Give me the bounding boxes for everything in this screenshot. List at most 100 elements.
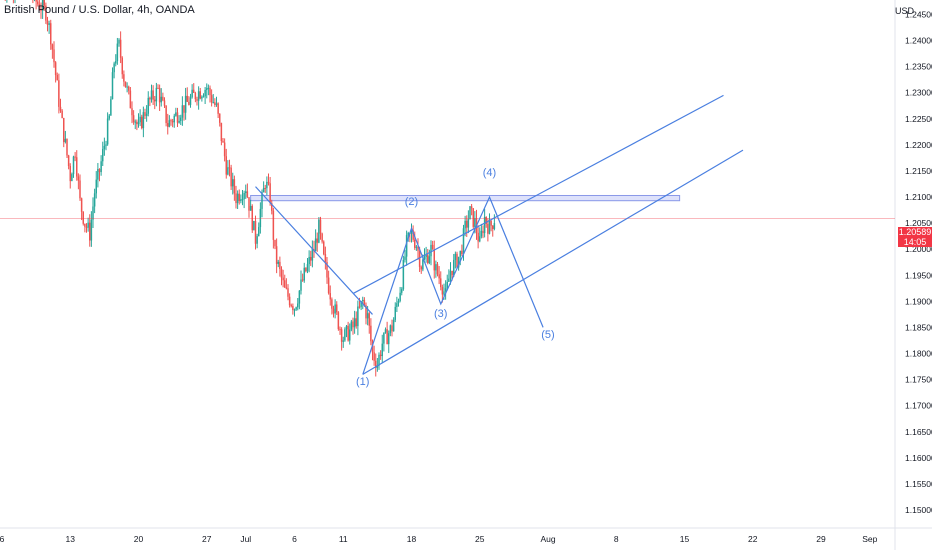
candle-body[interactable] [243,192,245,200]
candle-body[interactable] [71,174,73,182]
candle-body[interactable] [433,249,436,271]
candle-body[interactable] [342,340,345,342]
candle-body[interactable] [183,105,185,113]
candle-body[interactable] [72,156,75,175]
candle-body[interactable] [181,105,184,118]
candle-body[interactable] [360,301,362,307]
candle-body[interactable] [365,305,367,319]
candle-body[interactable] [425,254,427,258]
candle-body[interactable] [469,206,471,220]
candle-body[interactable] [43,0,46,6]
candle-body[interactable] [321,233,323,242]
candle-body[interactable] [280,268,283,278]
candle-body[interactable] [102,149,104,162]
candle-body[interactable] [124,81,127,88]
candle-body[interactable] [267,181,270,184]
candle-body[interactable] [180,117,182,121]
candle-body[interactable] [264,187,267,189]
candle-body[interactable] [175,112,177,116]
candle-body[interactable] [119,39,122,58]
elliott-wave-path[interactable] [362,195,544,375]
candle-body[interactable] [457,256,460,268]
candle-body[interactable] [123,74,125,82]
candle-body[interactable] [430,244,432,257]
candle-body[interactable] [472,208,475,227]
candle-body[interactable] [275,246,278,264]
candle-body[interactable] [253,220,255,231]
candle-body[interactable] [206,88,208,90]
candle-body[interactable] [355,318,358,327]
candle-body[interactable] [428,256,431,264]
candle-body[interactable] [441,287,444,295]
candle-body[interactable] [305,267,307,272]
candle-body[interactable] [207,87,210,89]
candle-body[interactable] [45,5,47,21]
candle-body[interactable] [438,274,440,279]
candle-body[interactable] [113,63,115,73]
candle-body[interactable] [134,121,137,123]
candle-body[interactable] [310,256,312,261]
candle-body[interactable] [358,306,361,308]
candle-body[interactable] [301,279,304,281]
candle-body[interactable] [85,226,88,228]
candle-body[interactable] [366,313,369,319]
candle-body[interactable] [128,86,130,91]
candle-body[interactable] [158,88,161,103]
candle-body[interactable] [368,313,371,326]
candle-body[interactable] [378,354,380,366]
candle-body[interactable] [165,105,167,124]
candle-body[interactable] [69,165,72,182]
candle-body[interactable] [277,261,280,264]
candle-body[interactable] [431,244,434,250]
candle-body[interactable] [399,292,401,301]
candle-body[interactable] [61,110,63,118]
candle-body[interactable] [353,318,356,328]
resistance-zone[interactable] [250,194,681,202]
candle-body[interactable] [137,122,140,125]
candle-body[interactable] [90,219,93,241]
candle-body[interactable] [98,168,101,173]
candle-body[interactable] [373,352,375,361]
candle-body[interactable] [474,218,476,227]
candle-body[interactable] [209,87,211,96]
candle-body[interactable] [54,62,57,76]
candle-body[interactable] [331,299,333,309]
candle-body[interactable] [480,230,483,237]
candle-body[interactable] [64,138,67,143]
candle-body[interactable] [95,179,98,194]
candle-body[interactable] [375,360,377,368]
candle-body[interactable] [435,264,437,271]
candle-body[interactable] [394,306,397,320]
candle-body[interactable] [219,113,221,123]
candle-body[interactable] [401,289,403,293]
candle-body[interactable] [139,116,141,123]
candle-body[interactable] [462,228,465,255]
candle-body[interactable] [178,120,180,123]
candle-body[interactable] [63,117,65,143]
candle-body[interactable] [115,61,117,64]
candle-body[interactable] [391,325,393,332]
candle-body[interactable] [417,246,419,251]
candle-body[interactable] [456,253,458,268]
candle-body[interactable] [157,87,159,89]
candle-body[interactable] [223,142,226,157]
candle-body[interactable] [323,241,325,255]
candle-body[interactable] [383,332,385,344]
candle-body[interactable] [251,205,254,231]
candle-body[interactable] [308,256,310,265]
candle-body[interactable] [334,304,336,314]
candle-body[interactable] [79,180,81,199]
candle-body[interactable] [155,87,158,102]
candle-body[interactable] [100,161,102,173]
candle-body[interactable] [332,308,335,314]
candle-body[interactable] [188,101,190,105]
candle-body[interactable] [344,329,346,341]
candle-body[interactable] [235,193,237,204]
candle-body[interactable] [448,278,450,282]
candle-body[interactable] [352,321,354,328]
candle-body[interactable] [136,121,138,125]
candle-body[interactable] [261,192,263,209]
candle-body[interactable] [254,220,257,244]
candle-body[interactable] [316,238,319,243]
candle-body[interactable] [126,86,128,88]
